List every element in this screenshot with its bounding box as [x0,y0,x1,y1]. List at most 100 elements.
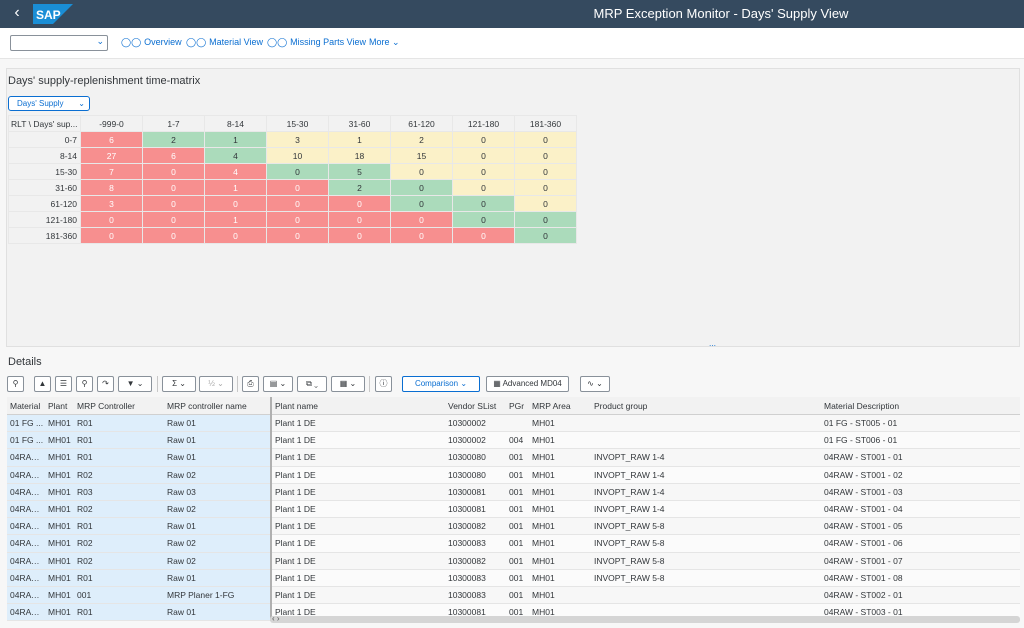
more-menu-button[interactable]: More ⌄ [369,37,400,47]
sort-descending-icon[interactable]: ☰ [55,376,72,392]
matrix-cell[interactable]: 0 [514,131,577,148]
advanced-md04-button[interactable]: ▦ Advanced MD04 [486,376,569,392]
matrix-cell[interactable]: 0 [266,211,329,228]
col-header-mrp-controller-name[interactable]: MRP controller name [164,397,272,415]
matrix-cell[interactable]: 0 [452,227,515,244]
matrix-cell[interactable]: 0 [514,163,577,180]
table-row[interactable]: 04RAW... MH01 R02 Raw 02 Plant 1 DE 10300082 0… [7,552,1020,570]
table-row[interactable]: 04RAW... MH01 R02 Raw 02 Plant 1 DE 10300080 0… [7,466,1020,484]
layout-icon[interactable]: ▦ ⌄ [331,376,365,392]
matrix-cell[interactable]: 0 [514,227,577,244]
scroll-arrows-icon[interactable]: ‹ › [272,614,280,623]
print-icon[interactable]: ⎙ [242,376,259,392]
col-header-plant-name[interactable]: Plant name [271,397,445,415]
col-header-material[interactable]: Material [7,397,45,415]
matrix-cell[interactable]: 18 [328,147,391,164]
missing-parts-view-link[interactable]: ◯◯ Missing Parts View [267,37,367,47]
matrix-cell[interactable]: 0 [142,195,205,212]
matrix-cell[interactable]: 1 [328,131,391,148]
matrix-cell[interactable]: 0 [266,227,329,244]
col-header-mrp-controller[interactable]: MRP Controller [74,397,164,415]
matrix-cell[interactable]: 1 [204,179,267,196]
table-row[interactable]: 04RAW... MH01 R02 Raw 02 Plant 1 DE 10300081 0… [7,500,1020,519]
col-header-product-group[interactable]: Product group [591,397,821,415]
matrix-cell[interactable]: 0 [142,163,205,180]
matrix-cell[interactable]: 15 [390,147,453,164]
matrix-cell[interactable]: 0 [390,195,453,212]
matrix-cell[interactable]: 0 [452,163,515,180]
col-header-pgr[interactable]: PGr [506,397,529,415]
matrix-cell[interactable]: 0 [452,211,515,228]
col-header-material-description[interactable]: Material Description [821,397,1020,415]
matrix-cell[interactable]: 1 [204,131,267,148]
matrix-cell[interactable]: 0 [266,195,329,212]
matrix-cell[interactable]: 0 [204,227,267,244]
matrix-cell[interactable]: 0 [142,179,205,196]
matrix-cell[interactable]: 0 [514,195,577,212]
horizontal-scrollbar[interactable] [270,616,1020,623]
matrix-cell[interactable]: 0 [80,227,143,244]
splitter-handle[interactable]: ⋯ [709,343,716,350]
matrix-cell[interactable]: 0 [452,195,515,212]
matrix-cell[interactable]: 0 [266,163,329,180]
matrix-cell[interactable]: 0 [390,163,453,180]
info-icon[interactable]: ⓘ [375,376,392,392]
matrix-cell[interactable]: 0 [328,195,391,212]
matrix-cell[interactable]: 0 [390,179,453,196]
table-row[interactable]: 04RAW... MH01 001 MRP Planer 1-FG Plant 1 DE… [7,586,1020,605]
matrix-cell[interactable]: 10 [266,147,329,164]
matrix-cell[interactable]: 6 [80,131,143,148]
col-header-vendor-slist[interactable]: Vendor SList [445,397,506,415]
back-button[interactable]: ‹ [14,4,20,21]
matrix-cell[interactable]: 0 [390,227,453,244]
sort-ascending-icon[interactable]: ▲ [34,376,51,392]
days-supply-select[interactable]: Days' Supply ⌄ [8,96,90,111]
view-icon[interactable]: ▤ ⌄ [263,376,293,392]
matrix-cell[interactable]: 2 [390,131,453,148]
overview-link[interactable]: ◯◯ Overview [121,37,182,47]
matrix-cell[interactable]: 0 [452,179,515,196]
matrix-cell[interactable]: 0 [328,211,391,228]
table-row[interactable]: 01 FG ... MH01 R01 Raw 01 Plant 1 DE 10300002… [7,414,1020,433]
matrix-cell[interactable]: 0 [142,211,205,228]
matrix-cell[interactable]: 0 [204,195,267,212]
matrix-cell[interactable]: 2 [142,131,205,148]
matrix-cell[interactable]: 0 [514,179,577,196]
matrix-cell[interactable]: 2 [328,179,391,196]
table-row[interactable]: 04RAW... MH01 R01 Raw 01 Plant 1 DE 10300080 0… [7,448,1020,467]
matrix-cell[interactable]: 5 [328,163,391,180]
matrix-cell[interactable]: 7 [80,163,143,180]
find-icon[interactable]: ⚲ [76,376,93,392]
matrix-cell[interactable]: 3 [80,195,143,212]
matrix-cell[interactable]: 0 [514,147,577,164]
table-row[interactable]: 04RAW... MH01 R02 Raw 02 Plant 1 DE 10300083 0… [7,534,1020,553]
material-view-link[interactable]: ◯◯ Material View [186,37,264,47]
zoom-icon[interactable]: ⚲ [7,376,24,392]
matrix-cell[interactable]: 0 [328,227,391,244]
matrix-cell[interactable]: 1 [204,211,267,228]
table-row[interactable]: 04RAW... MH01 R01 Raw 01 Plant 1 DE 10300082 0… [7,517,1020,536]
matrix-cell[interactable]: 0 [142,227,205,244]
matrix-cell[interactable]: 27 [80,147,143,164]
col-header-plant[interactable]: Plant [45,397,74,415]
matrix-cell[interactable]: 0 [514,211,577,228]
matrix-cell[interactable]: 0 [266,179,329,196]
matrix-cell[interactable]: 0 [390,211,453,228]
sum-icon[interactable]: Σ ⌄ [162,376,196,392]
settings-menu-button[interactable]: ∿ ⌄ [580,376,610,392]
table-row[interactable]: 04RAW... MH01 R03 Raw 03 Plant 1 DE 10300081 0… [7,483,1020,501]
export-icon[interactable]: ⧉ ⌄ [297,376,327,392]
matrix-cell[interactable]: 8 [80,179,143,196]
matrix-cell[interactable]: 4 [204,163,267,180]
table-row[interactable]: 04RAW... MH01 R01 Raw 01 Plant 1 DE 10300083 0… [7,569,1020,587]
matrix-cell[interactable]: 3 [266,131,329,148]
table-row[interactable]: 01 FG ... MH01 R01 Raw 01 Plant 1 DE 10300002… [7,431,1020,450]
matrix-cell[interactable]: 0 [80,211,143,228]
find-next-icon[interactable]: ↷ [97,376,114,392]
matrix-cell[interactable]: 0 [452,147,515,164]
matrix-cell[interactable]: 6 [142,147,205,164]
col-header-mrp-area[interactable]: MRP Area [529,397,591,415]
matrix-cell[interactable]: 0 [452,131,515,148]
matrix-cell[interactable]: 4 [204,147,267,164]
comparison-select[interactable]: Comparison ⌄ [402,376,480,392]
